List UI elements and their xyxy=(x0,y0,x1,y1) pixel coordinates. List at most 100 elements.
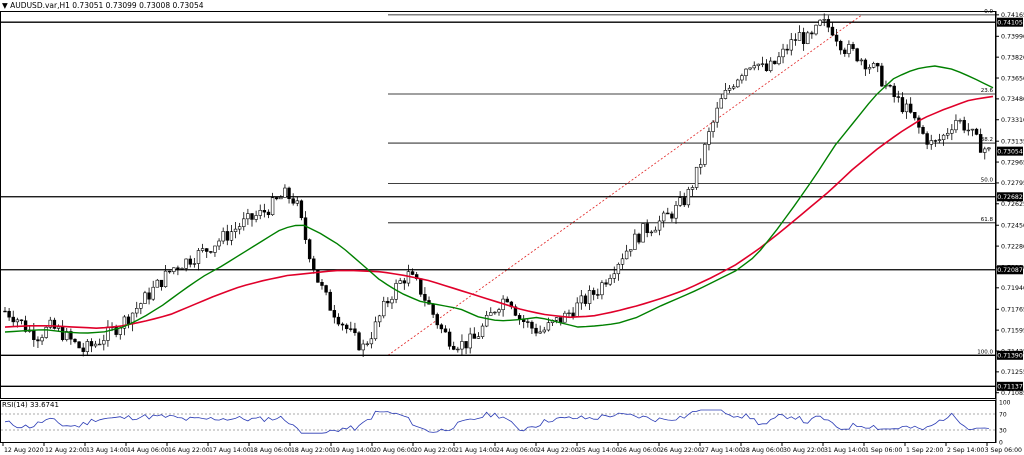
candle-body xyxy=(316,269,320,283)
horizontal-levels[interactable] xyxy=(1,21,995,387)
collapse-arrow-icon[interactable]: ▼ xyxy=(2,1,8,10)
rsi-label: RSI(14) 33.6741 xyxy=(2,401,59,409)
candle-body xyxy=(176,267,180,270)
candle-body xyxy=(591,290,596,295)
candle-body xyxy=(505,298,509,303)
candle-body xyxy=(699,164,703,168)
candle-body xyxy=(744,68,748,76)
candle-body xyxy=(851,44,855,49)
price-tick-label: 0.74165 xyxy=(1001,12,1024,19)
candle-body xyxy=(60,326,65,340)
price-tick-label: 0.71765 xyxy=(1001,307,1024,314)
rsi-pane[interactable] xyxy=(0,400,996,443)
candle-body xyxy=(3,310,7,313)
candle-body xyxy=(406,271,411,284)
candle-body xyxy=(657,220,662,231)
candle-body xyxy=(382,300,386,317)
candle-body xyxy=(410,271,415,275)
candle-body xyxy=(237,226,242,230)
candle-body xyxy=(246,213,250,220)
candle-body xyxy=(777,56,781,65)
candle-body xyxy=(810,32,814,35)
price-tick-label: 0.72965 xyxy=(1001,159,1024,166)
time-tick-label: 24 Aug 06:00 xyxy=(496,447,538,454)
fibonacci-retracement[interactable]: 0.0 23.6 38.2 50.0 61.8 100.0 xyxy=(387,9,995,356)
candle-body xyxy=(225,231,229,241)
time-tick-label: 24 Aug 22:00 xyxy=(537,447,579,454)
candle-body xyxy=(476,336,481,339)
candle-body xyxy=(118,327,122,335)
candle-body xyxy=(15,319,20,323)
candle-body xyxy=(270,197,275,216)
candle-body xyxy=(587,290,592,304)
time-tick-label: 1 Sep 06:00 xyxy=(865,447,902,454)
candle-body xyxy=(526,321,530,323)
time-tick-label: 12 Aug 2020 xyxy=(4,447,44,454)
time-axis[interactable]: 12 Aug 2020 12 Aug 22:00 13 Aug 14:00 14 Au… xyxy=(2,443,1022,454)
moving-average-fast-line xyxy=(4,65,994,334)
fib-level-label: 38.2 xyxy=(981,137,993,143)
fib-level-label: 23.6 xyxy=(981,88,994,94)
candle-body xyxy=(258,210,262,216)
candle-body xyxy=(295,200,299,204)
candle-body xyxy=(205,248,209,252)
candle-body xyxy=(196,250,201,264)
candle-body xyxy=(419,278,423,295)
candle-body xyxy=(192,263,197,265)
candle-body xyxy=(19,319,24,322)
candle-body xyxy=(781,48,785,58)
candle-body xyxy=(987,147,991,150)
level-price-box xyxy=(997,265,1023,275)
candle-body xyxy=(719,98,724,109)
time-tick-label: 13 Aug 14:00 xyxy=(86,447,128,454)
candle-body xyxy=(575,302,579,317)
candle-body xyxy=(629,249,633,252)
time-tick-label: 3 Sep 06:00 xyxy=(985,447,1022,454)
candle-body xyxy=(69,331,73,340)
candle-body xyxy=(764,63,769,72)
candle-body xyxy=(81,347,85,352)
candle-body xyxy=(221,231,225,242)
candle-body xyxy=(682,197,686,206)
candle-body xyxy=(7,310,11,318)
candle-body xyxy=(188,258,192,265)
candle-body xyxy=(344,324,349,330)
level-price-labels: 0.74105 0.72682 0.72087 0.71390 0.71137 0.730… xyxy=(997,17,1023,391)
candle-body xyxy=(93,343,98,347)
candle-body xyxy=(806,32,810,44)
candle-body xyxy=(674,204,678,219)
time-tick-label: 18 Aug 22:00 xyxy=(291,447,333,454)
candle-body xyxy=(56,326,61,329)
candle-body xyxy=(73,338,77,343)
candle-body xyxy=(139,303,143,309)
candle-body xyxy=(517,315,522,320)
candle-body xyxy=(460,341,464,350)
candle-body xyxy=(768,60,773,72)
rsi-scale-label: 100 xyxy=(999,399,1011,406)
main-chart-pane[interactable] xyxy=(0,11,996,399)
time-tick-label: 17 Aug 14:00 xyxy=(209,447,251,454)
candle-body xyxy=(913,112,917,119)
rsi-scale-label: 0 xyxy=(999,439,1003,446)
candle-body xyxy=(291,198,295,204)
price-tick-label: 0.73135 xyxy=(1001,139,1024,146)
candle-body xyxy=(756,63,761,67)
candle-body xyxy=(151,286,155,300)
candle-body xyxy=(423,293,427,301)
candle-body xyxy=(822,19,826,21)
candle-body xyxy=(863,59,868,70)
fib-trendline xyxy=(387,14,863,356)
time-tick-label: 30 Aug 22:00 xyxy=(783,447,825,454)
level-price-text: 0.74105 xyxy=(997,20,1023,27)
candle-body xyxy=(369,338,374,345)
time-tick-label: 28 Aug 06:00 xyxy=(742,447,784,454)
candle-body xyxy=(760,63,765,65)
time-tick-label: 14 Aug 06:00 xyxy=(127,447,169,454)
